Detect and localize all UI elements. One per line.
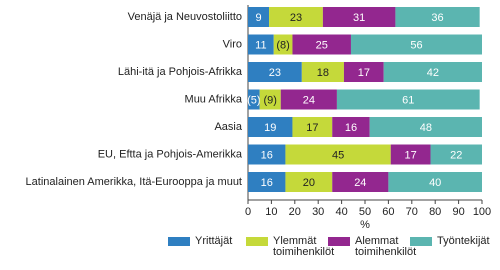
legend-item: Alemmat toimihenkilöt <box>328 236 417 258</box>
bar-segment <box>285 172 333 192</box>
bar-segment <box>280 89 337 110</box>
legend-swatch <box>168 237 190 246</box>
bar-segment <box>350 34 482 55</box>
value-label: 40 <box>429 177 441 189</box>
bar-segment <box>292 34 351 55</box>
bar-segment <box>248 117 293 137</box>
category-label: Muu Afrikka <box>185 93 243 105</box>
bar-segment <box>248 62 302 82</box>
value-label: 24 <box>303 94 315 106</box>
category-label: Lähi-itä ja Pohjois-Afrikka <box>118 66 243 78</box>
value-label: 22 <box>450 149 462 161</box>
bar-segment <box>395 7 480 27</box>
value-label: 17 <box>306 122 318 134</box>
value-label: 23 <box>269 67 281 79</box>
value-label: 31 <box>353 12 365 24</box>
bar-segment <box>248 172 286 192</box>
value-label: 17 <box>405 149 417 161</box>
bar-segment <box>259 89 281 110</box>
legend-item: Työntekijät <box>410 236 499 247</box>
chart: % 0 10 20 30 40 50 60 70 80 90 100 Venäjä ja Neuvos… <box>26 5 491 231</box>
value-label: 45 <box>332 149 344 161</box>
value-label: (8) <box>276 39 289 51</box>
value-label: 18 <box>317 67 329 79</box>
value-label: 11 <box>255 39 266 51</box>
legend-label: Työntekijät <box>437 235 490 247</box>
value-label: 36 <box>431 12 443 24</box>
value-label: 56 <box>410 39 422 51</box>
legend-label: Alemmat toimihenkilöt <box>355 235 417 258</box>
value-label: 17 <box>358 67 370 79</box>
bar-segment <box>273 34 293 55</box>
value-label: 42 <box>427 67 439 79</box>
x-tick-label: 60 <box>382 206 394 218</box>
value-label: 20 <box>303 177 315 189</box>
x-tick-label: 0 <box>245 206 251 218</box>
value-label: 61 <box>402 94 414 106</box>
value-label: 25 <box>316 39 328 51</box>
bar-segment <box>390 144 431 165</box>
value-label: 9 <box>255 12 261 24</box>
category-label: Venäjä ja Neuvostoliitto <box>128 11 242 23</box>
value-label: 16 <box>261 149 273 161</box>
x-tick-label: 70 <box>406 206 418 218</box>
bar-segment <box>388 172 482 192</box>
legend-label: Ylemmät toimihenkilöt <box>273 235 335 258</box>
legend-swatch <box>410 237 432 246</box>
bar-segment <box>248 34 274 55</box>
legend-item: Ylemmät toimihenkilöt <box>246 236 335 258</box>
value-label: 16 <box>261 177 273 189</box>
value-label: 23 <box>290 12 302 24</box>
bar-segment <box>343 62 384 82</box>
x-tick-label: 20 <box>289 206 301 218</box>
value-label: 16 <box>345 122 357 134</box>
x-tick-label: 30 <box>312 206 324 218</box>
bar-segment <box>248 144 286 165</box>
bar-segment <box>322 7 396 27</box>
bar-segment <box>292 117 333 137</box>
x-tick-label: 40 <box>335 206 347 218</box>
category-label: Aasia <box>214 121 242 133</box>
bar-segment <box>248 89 260 110</box>
bar-segment <box>285 144 391 165</box>
bar-segment <box>383 62 482 82</box>
bar-segment <box>430 144 482 165</box>
bar-segment <box>301 62 344 82</box>
category-label: EU, Eftta ja Pohjois-Amerikka <box>98 148 243 160</box>
x-axis-label: % <box>360 219 370 231</box>
legend-swatch <box>328 237 350 246</box>
bar-segment <box>369 117 482 137</box>
legend-label: Yrittäjät <box>195 235 233 247</box>
category-label: Viro <box>223 38 242 50</box>
x-tick-label: 80 <box>429 206 441 218</box>
category-label: Latinalainen Amerikka, Itä-Eurooppa ja m… <box>26 176 242 188</box>
bar-segment <box>332 117 370 137</box>
bar-segment <box>269 7 323 27</box>
x-tick-label: 100 <box>473 206 491 218</box>
x-tick-label: 90 <box>452 206 464 218</box>
value-label: 19 <box>264 122 276 134</box>
bar-segment <box>336 89 480 110</box>
x-tick-label: 50 <box>359 206 371 218</box>
bar-segment <box>332 172 389 192</box>
legend: Yrittäjät Ylemmät toimihenkilöt Alemmat to… <box>0 236 500 270</box>
legend-swatch <box>246 237 268 246</box>
value-label: (9) <box>264 94 277 106</box>
value-label: 24 <box>354 177 366 189</box>
x-tick-label: 10 <box>265 206 277 218</box>
value-label: 48 <box>420 122 432 134</box>
bar-segment <box>248 7 270 27</box>
legend-item: Yrittäjät <box>168 236 257 247</box>
value-label: (5) <box>247 94 260 106</box>
